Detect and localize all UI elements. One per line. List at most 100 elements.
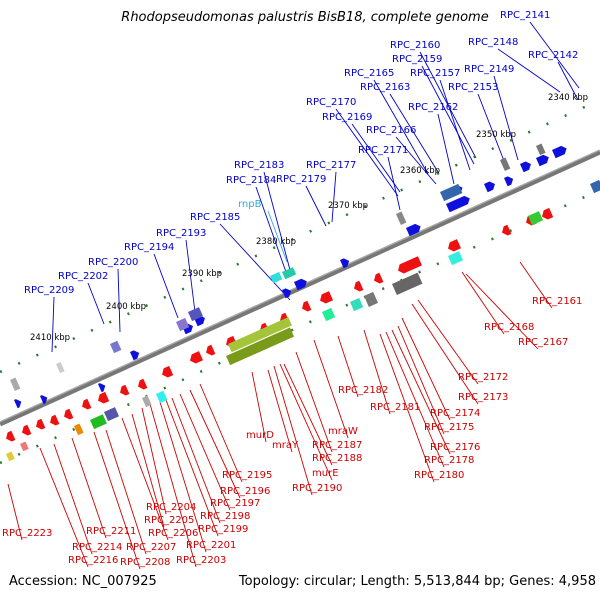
gene-label: RPC_2160	[390, 40, 440, 51]
reverse-gene	[64, 408, 74, 420]
reverse-gene	[6, 430, 16, 442]
gene-label: RPC_2174	[430, 408, 480, 419]
label-connector	[439, 79, 471, 171]
reverse-gene-block	[322, 307, 336, 322]
reverse-gene	[374, 272, 384, 284]
label-connector	[351, 123, 401, 193]
label-connector	[401, 317, 451, 421]
gene-label: RPC_2209	[24, 285, 74, 296]
label-connector	[395, 136, 437, 185]
gene-label: mraY	[272, 440, 299, 451]
gene-label: RPC_2169	[322, 112, 372, 123]
gene-label: RPC_2182	[338, 385, 388, 396]
forward-gene-block	[440, 183, 463, 202]
forward-gene	[294, 278, 307, 291]
gene-label: RPC_2206	[148, 528, 198, 539]
reverse-gene	[542, 207, 554, 220]
forward-gene	[340, 258, 350, 269]
label-connector	[93, 431, 141, 570]
gene-label: RPC_2149	[464, 64, 514, 75]
label-connector	[387, 156, 401, 211]
gene-label: RPC_2214	[72, 542, 122, 553]
reverse-gene	[162, 365, 174, 378]
label-connector	[117, 268, 121, 333]
gene-label: RPC_2166	[366, 125, 416, 136]
gene-label: RPC_2204	[146, 502, 196, 513]
label-connector	[185, 239, 197, 321]
gene-label: RPC_2181	[370, 402, 420, 413]
forward-gene	[504, 176, 514, 187]
gene-label: RPC_2193	[156, 228, 206, 239]
forward-gene	[520, 161, 531, 173]
gene-label: RPC_2162	[408, 102, 458, 113]
label-connector	[165, 399, 219, 537]
gene-label: RPC_2208	[120, 557, 170, 568]
label-connector	[391, 329, 451, 455]
label-connector	[121, 417, 169, 541]
gene-label: RPC_2141	[500, 10, 550, 21]
gene-label: RPC_2176	[430, 442, 480, 453]
reverse-gene-block	[74, 423, 84, 436]
label-connector	[493, 75, 519, 161]
label-connector	[379, 333, 435, 483]
forward-gene-block	[10, 377, 21, 391]
reverse-gene	[502, 224, 512, 236]
gene-label: RPC_2200	[88, 257, 138, 268]
reverse-gene	[98, 391, 110, 404]
forward-gene	[40, 395, 48, 405]
gene-label: RPC_2163	[360, 82, 410, 93]
gene-label: RPC_2190	[292, 483, 342, 494]
label-connector	[279, 363, 333, 481]
gene-label: RPC_2196	[220, 486, 270, 497]
reverse-gene	[50, 414, 60, 426]
forward-gene-block	[110, 340, 122, 354]
label-connector	[283, 363, 333, 466]
label-connector	[465, 273, 539, 350]
label-connector	[411, 303, 479, 405]
label-connector	[363, 329, 391, 415]
gene-label: RPC_2165	[344, 68, 394, 79]
gene-label: murE	[312, 468, 339, 479]
label-connector	[273, 365, 313, 496]
label-connectors	[7, 21, 580, 570]
gene-label: RPC_2168	[484, 322, 534, 333]
gene-label: RPC_2207	[126, 542, 176, 553]
reverse-gene	[82, 398, 92, 410]
gene-label: RPC_2202	[58, 271, 108, 282]
gene-label: RPC_2211	[86, 526, 136, 537]
reverse-gene	[190, 351, 204, 364]
gene-label: RPC_2180	[414, 470, 464, 481]
label-connector	[39, 447, 89, 568]
genome-title: Rhodopseudomonas palustris BisB18, compl…	[121, 10, 489, 25]
forward-gene-block	[175, 317, 190, 332]
forward-gene-block	[187, 307, 204, 322]
label-connector	[153, 253, 179, 319]
reverse-gene	[22, 424, 32, 436]
label-connector	[437, 113, 455, 185]
label-connector	[189, 389, 241, 499]
gene-label: RPC_2195	[222, 470, 272, 481]
kbp-mark-label: 2360 kbp	[400, 166, 440, 176]
reverse-gene-block	[5, 451, 15, 462]
gene-label: RPC_2183	[234, 160, 284, 171]
reverse-gene	[120, 384, 130, 396]
gene-label: RPC_2205	[144, 515, 194, 526]
reverse-gene	[206, 344, 216, 356]
reverse-gene-block	[364, 291, 379, 307]
label-connector	[71, 437, 107, 539]
gene-label: RPC_2187	[312, 440, 362, 451]
gene-label: RPC_2184	[226, 175, 276, 186]
forward-gene-block	[500, 157, 511, 171]
gene-label: RPC_2171	[358, 145, 408, 156]
gene-label: RPC_2177	[306, 160, 356, 171]
genome-summary: Topology: circular; Length: 5,513,844 bp…	[238, 574, 596, 589]
gene-label: RPC_2179	[276, 174, 326, 185]
gene-label: RPC_2201	[186, 540, 236, 551]
gene-label: RPC_2157	[410, 68, 460, 79]
label-connector	[331, 171, 337, 223]
label-connector	[313, 339, 349, 439]
forward-gene	[130, 350, 140, 361]
label-connector	[295, 351, 333, 453]
label-connector	[421, 65, 475, 165]
